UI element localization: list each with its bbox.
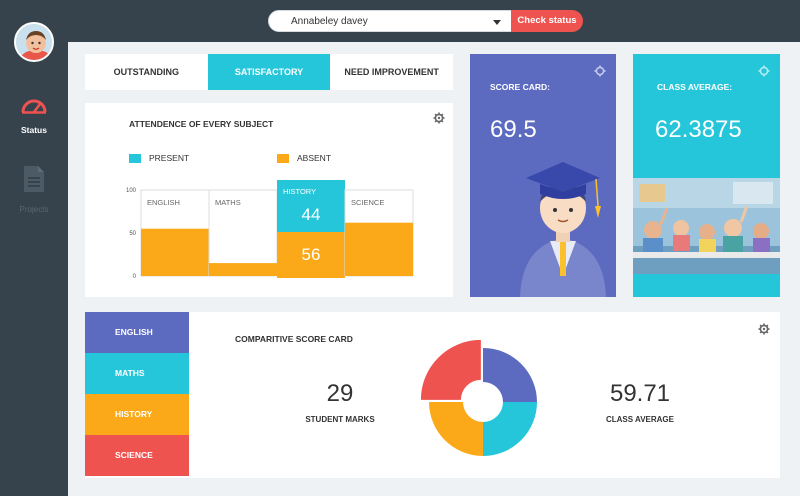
student-marks-value: 29 — [326, 380, 354, 407]
sidebar: Status Projects — [0, 0, 68, 496]
document-icon — [24, 166, 44, 192]
bar-absent — [345, 222, 413, 276]
class-average-label: CLASS AVERAGE: — [657, 82, 733, 92]
bar-absent — [277, 232, 345, 278]
y-tick-label: 50 — [129, 231, 136, 237]
data-label-present: 44 — [302, 205, 321, 224]
score-card-label: SCORE CARD: — [490, 82, 550, 92]
sidebar-item-label: Projects — [19, 205, 49, 214]
tab-satisfactory[interactable]: SATISFACTORY — [207, 54, 331, 90]
bar-column — [208, 189, 278, 277]
comparative-donut-chart — [421, 340, 537, 456]
legend-absent: ABSENT — [277, 153, 332, 164]
student-select-value: Annabeley davey — [291, 16, 368, 27]
bar-absent — [141, 228, 209, 276]
subject-item-science[interactable]: SCIENCE — [85, 435, 189, 476]
subject-item-maths[interactable]: MATHS — [85, 353, 189, 394]
x-category-label: HISTORY — [283, 187, 316, 196]
x-category-label: ENGLISH — [147, 198, 180, 207]
y-tick-label: 0 — [133, 274, 137, 280]
performance-tabs: OUTSTANDING SATISFACTORY NEED IMPROVEMEN… — [85, 54, 453, 90]
donut-slice-history — [429, 402, 483, 456]
attendance-bar-chart: 0 50 100 ENGLISH MATHS HISTORY 44 56 SCIENCE — [126, 180, 414, 280]
class-average-value: 62.3875 — [655, 116, 742, 143]
tab-need-improvement[interactable]: NEED IMPROVEMENT — [344, 67, 439, 77]
bar-present — [277, 180, 345, 232]
class-average-compare-value: 59.71 — [609, 380, 671, 407]
gear-icon[interactable] — [758, 65, 770, 77]
comparative-score-card: ENGLISH MATHS HISTORY SCIENCE COMPARITIV… — [85, 312, 780, 478]
legend-swatch — [277, 154, 289, 164]
sidebar-item-label: Status — [21, 125, 47, 135]
gear-icon[interactable] — [758, 323, 770, 335]
subject-item-english[interactable]: ENGLISH — [85, 312, 189, 353]
graduate-illustration — [520, 162, 606, 297]
gauge-icon — [21, 99, 47, 114]
y-tick-label: 100 — [126, 188, 137, 194]
sidebar-item-projects[interactable]: Projects — [0, 164, 68, 214]
student-marks-label: STUDENT MARKS — [305, 415, 375, 424]
bar-absent — [209, 263, 277, 276]
class-average-card: CLASS AVERAGE: 62.3875 — [633, 54, 780, 297]
attendance-title: ATTENDENCE OF EVERY SUBJECT — [129, 119, 274, 129]
score-card-value: 69.5 — [490, 116, 537, 143]
attendance-card: ATTENDENCE OF EVERY SUBJECT PRESENT ABSE… — [85, 103, 453, 297]
donut-slice-english — [483, 348, 537, 402]
avatar[interactable] — [14, 22, 54, 62]
donut-slice-maths — [483, 402, 537, 456]
gear-icon[interactable] — [594, 65, 606, 77]
gear-icon[interactable] — [433, 112, 445, 124]
chevron-down-icon — [493, 20, 501, 25]
donut-slice-science — [421, 340, 481, 400]
class-average-compare-label: CLASS AVERAGE — [605, 415, 674, 424]
student-select[interactable]: Annabeley davey — [268, 10, 512, 32]
legend-swatch — [129, 154, 141, 164]
check-status-button[interactable]: Check status — [511, 10, 583, 32]
sidebar-item-status[interactable]: Status — [0, 96, 68, 135]
tab-outstanding[interactable]: OUTSTANDING — [113, 67, 179, 77]
subject-item-history[interactable]: HISTORY — [85, 394, 189, 435]
legend-label: PRESENT — [149, 153, 190, 163]
score-card: SCORE CARD: 69.5 — [470, 54, 616, 297]
comparative-title: COMPARITIVE SCORE CARD — [235, 334, 353, 344]
data-label-absent: 56 — [302, 245, 321, 264]
legend-present: PRESENT — [129, 153, 190, 164]
x-category-label: SCIENCE — [351, 198, 384, 207]
legend-label: ABSENT — [297, 153, 332, 163]
classroom-photo — [633, 178, 780, 274]
x-category-label: MATHS — [215, 198, 241, 207]
